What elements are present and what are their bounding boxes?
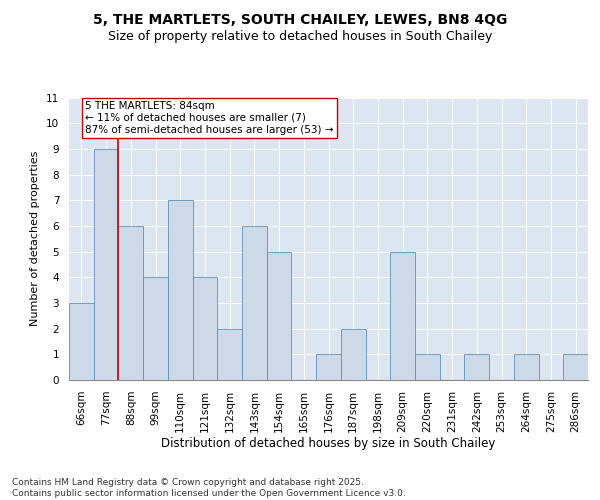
Bar [143, 278, 168, 380]
Bar [390, 252, 415, 380]
Bar [168, 200, 193, 380]
Bar [267, 252, 292, 380]
Text: Contains HM Land Registry data © Crown copyright and database right 2025.
Contai: Contains HM Land Registry data © Crown c… [12, 478, 406, 498]
Bar [69, 303, 94, 380]
X-axis label: Distribution of detached houses by size in South Chailey: Distribution of detached houses by size … [161, 438, 496, 450]
Bar [217, 328, 242, 380]
Bar [94, 149, 118, 380]
Y-axis label: Number of detached properties: Number of detached properties [31, 151, 40, 326]
Bar [316, 354, 341, 380]
Bar [193, 278, 217, 380]
Bar [242, 226, 267, 380]
Bar [464, 354, 489, 380]
Bar [563, 354, 588, 380]
Bar [341, 328, 365, 380]
Text: 5, THE MARTLETS, SOUTH CHAILEY, LEWES, BN8 4QG: 5, THE MARTLETS, SOUTH CHAILEY, LEWES, B… [93, 12, 507, 26]
Bar [118, 226, 143, 380]
Text: Size of property relative to detached houses in South Chailey: Size of property relative to detached ho… [108, 30, 492, 43]
Text: 5 THE MARTLETS: 84sqm
← 11% of detached houses are smaller (7)
87% of semi-detac: 5 THE MARTLETS: 84sqm ← 11% of detached … [85, 102, 334, 134]
Bar [415, 354, 440, 380]
Bar [514, 354, 539, 380]
